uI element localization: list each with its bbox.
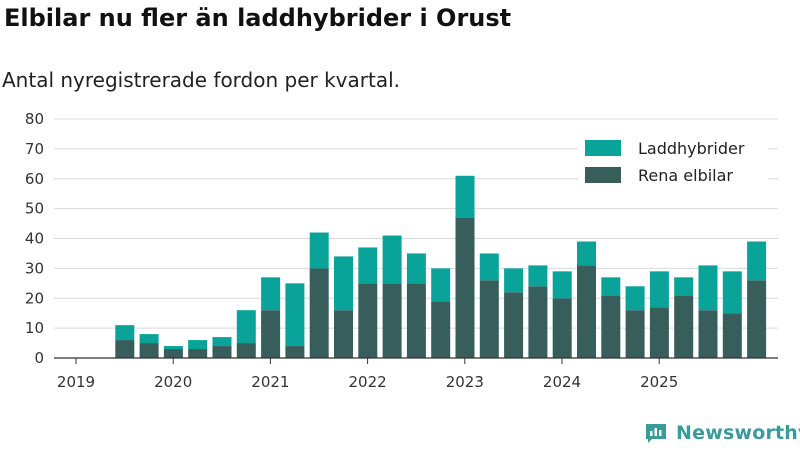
x-tick-label: 2020 <box>154 373 192 391</box>
bar-laddhybrider <box>334 256 353 311</box>
y-tick-label: 50 <box>25 200 44 218</box>
y-tick-label: 70 <box>25 140 44 158</box>
bar-laddhybrider <box>479 253 499 281</box>
bars <box>115 175 767 358</box>
bar-laddhybrider <box>674 277 694 296</box>
bar-rena-elbilar <box>188 349 208 358</box>
bar-laddhybrider <box>552 271 572 299</box>
bar-laddhybrider <box>358 247 378 284</box>
bar-rena-elbilar <box>625 310 645 358</box>
bar-laddhybrider <box>261 277 281 311</box>
bar-rena-elbilar <box>285 346 305 358</box>
bar-laddhybrider <box>236 310 256 344</box>
axes: 0 10 20 30 40 50 60 70 80 2019 2020 2021 2022 2023 202… <box>25 110 778 391</box>
bar-rena-elbilar <box>261 310 281 358</box>
legend: Laddhybrider Rena elbilar <box>578 133 768 187</box>
bar-laddhybrider <box>139 334 159 344</box>
bar-rena-elbilar <box>139 343 159 358</box>
bar-rena-elbilar <box>601 295 621 358</box>
bar-rena-elbilar <box>698 310 718 358</box>
y-tick-label: 80 <box>25 110 44 128</box>
brand-logo: Newsworthy <box>644 420 800 446</box>
bar-rena-elbilar <box>382 283 402 358</box>
bar-rena-elbilar <box>552 298 572 358</box>
x-tick-label: 2024 <box>543 373 581 391</box>
bar-laddhybrider <box>163 346 183 350</box>
bar-rena-elbilar <box>747 280 767 358</box>
bar-rena-elbilar <box>358 283 378 358</box>
bar-laddhybrider <box>309 232 329 269</box>
bar-rena-elbilar <box>309 268 329 358</box>
bar-rena-elbilar <box>431 301 451 358</box>
bar-laddhybrider <box>504 268 524 293</box>
bar-laddhybrider <box>528 265 548 287</box>
bar-rena-elbilar <box>406 283 426 358</box>
y-tick-label: 10 <box>25 319 44 337</box>
bar-rena-elbilar <box>334 310 353 358</box>
bar-rena-elbilar <box>649 307 669 358</box>
bar-rena-elbilar <box>577 265 596 358</box>
bar-laddhybrider <box>577 241 596 266</box>
y-tick-label: 0 <box>34 349 44 367</box>
bar-laddhybrider <box>601 277 621 296</box>
x-tick-label: 2019 <box>57 373 95 391</box>
bar-laddhybrider <box>698 265 718 311</box>
bar-rena-elbilar <box>115 340 135 358</box>
y-tick-label: 60 <box>25 170 44 188</box>
bar-laddhybrider <box>382 235 402 284</box>
bar-laddhybrider <box>431 268 451 302</box>
bar-laddhybrider <box>406 253 426 284</box>
legend-label: Laddhybrider <box>638 139 745 158</box>
x-tick-label: 2021 <box>251 373 289 391</box>
legend-swatch <box>585 167 621 183</box>
bar-rena-elbilar <box>674 295 694 358</box>
bar-rena-elbilar <box>479 280 499 358</box>
bar-rena-elbilar <box>528 286 548 358</box>
x-tick-label: 2023 <box>446 373 484 391</box>
bar-rena-elbilar <box>722 313 742 358</box>
y-tick-label: 30 <box>25 259 44 277</box>
bar-rena-elbilar <box>163 349 183 358</box>
bar-laddhybrider <box>285 283 305 347</box>
chart-subtitle: Antal nyregistrerade fordon per kvartal. <box>2 68 401 92</box>
x-tick-label: 2025 <box>640 373 678 391</box>
brand-name: Newsworthy <box>676 422 800 444</box>
bar-laddhybrider <box>722 271 742 314</box>
newsworthy-logo-icon <box>646 424 666 443</box>
legend-label: Rena elbilar <box>638 166 733 185</box>
legend-swatch <box>585 140 621 156</box>
bar-rena-elbilar <box>504 292 524 358</box>
bar-laddhybrider <box>625 286 645 311</box>
bar-laddhybrider <box>115 325 135 341</box>
bar-laddhybrider <box>649 271 669 308</box>
y-tick-label: 40 <box>25 230 44 248</box>
chart-title: Elbilar nu fler än laddhybrider i Orust <box>4 4 512 32</box>
bar-rena-elbilar <box>236 343 256 358</box>
bar-laddhybrider <box>747 241 767 281</box>
bar-rena-elbilar <box>212 346 232 358</box>
bar-laddhybrider <box>188 340 208 350</box>
bar-laddhybrider <box>212 337 232 347</box>
bar-laddhybrider <box>455 175 475 218</box>
bar-rena-elbilar <box>455 217 475 358</box>
x-tick-label: 2022 <box>349 373 387 391</box>
y-tick-label: 20 <box>25 289 44 307</box>
